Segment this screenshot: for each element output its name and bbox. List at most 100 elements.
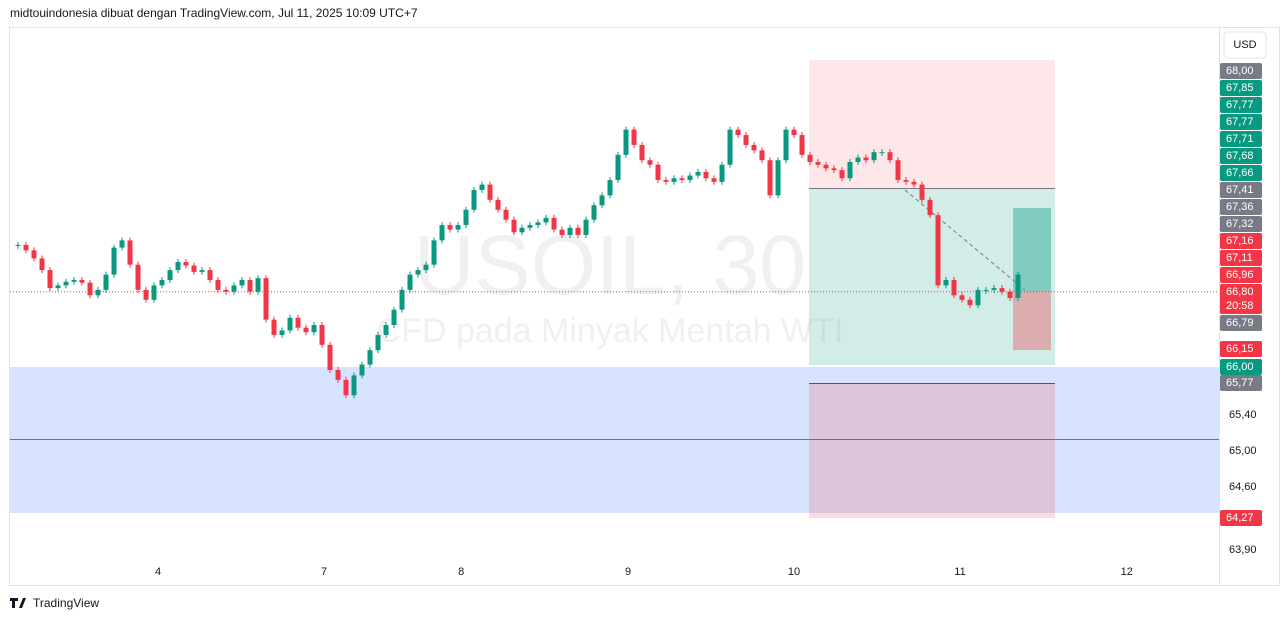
price-badge xyxy=(1220,375,1262,391)
candle xyxy=(215,279,221,290)
candle xyxy=(639,144,645,161)
candle xyxy=(167,270,173,280)
candle xyxy=(327,344,333,371)
candle xyxy=(439,225,445,241)
header-title: midtouindonesia dibuat dengan TradingVie… xyxy=(10,6,418,20)
candle xyxy=(287,317,293,331)
price-badge xyxy=(1220,131,1262,147)
price-badge xyxy=(1220,284,1262,314)
candle xyxy=(839,170,845,179)
candle xyxy=(255,278,261,292)
price-badge-label: 67,77 xyxy=(1226,99,1254,111)
candle xyxy=(631,129,637,145)
candle xyxy=(991,288,997,290)
candle xyxy=(679,178,685,181)
stop-zone xyxy=(809,60,1055,188)
candle xyxy=(807,154,813,163)
candle xyxy=(615,154,621,181)
candle xyxy=(23,244,29,251)
candle xyxy=(223,289,229,292)
candle xyxy=(295,317,301,328)
x-tick-label: 7 xyxy=(321,566,327,578)
price-badge xyxy=(1220,63,1262,79)
price-badge-label: 66,15 xyxy=(1226,343,1254,355)
price-badge xyxy=(1220,97,1262,113)
candle xyxy=(895,160,901,181)
currency-label[interactable]: USD xyxy=(1233,39,1256,51)
candle xyxy=(119,240,125,248)
y-tick-label: 63,90 xyxy=(1229,544,1257,556)
candle xyxy=(927,199,933,216)
candle xyxy=(319,325,325,345)
candle xyxy=(599,195,605,206)
price-badge-label: 67,11 xyxy=(1226,252,1253,264)
price-badge-label: 67,32 xyxy=(1226,218,1254,230)
price-badge-label: 66,00 xyxy=(1226,361,1254,373)
price-badge xyxy=(1220,216,1262,232)
candle xyxy=(503,209,509,220)
candle xyxy=(151,285,157,300)
candle xyxy=(943,279,949,286)
price-badge-label: 66,96 xyxy=(1226,269,1254,281)
candle xyxy=(703,171,709,179)
candle xyxy=(591,205,597,220)
y-tick-label: 65,00 xyxy=(1229,445,1257,457)
price-badge xyxy=(1220,233,1262,249)
candle xyxy=(423,264,429,271)
candle xyxy=(623,129,629,155)
candle xyxy=(783,129,789,161)
price-badge xyxy=(1220,199,1262,215)
candle xyxy=(175,261,181,271)
price-badge-label: 67,77 xyxy=(1226,116,1254,128)
candle xyxy=(743,135,749,145)
candle xyxy=(311,325,317,333)
price-badge xyxy=(1220,315,1262,331)
candle xyxy=(471,189,477,210)
candle xyxy=(511,219,517,233)
x-tick-label: 12 xyxy=(1121,566,1133,578)
drawings xyxy=(10,60,1219,518)
candle xyxy=(919,184,925,200)
candle xyxy=(111,247,117,275)
candle xyxy=(263,278,269,320)
y-tick-label: 65,40 xyxy=(1229,409,1257,421)
candle xyxy=(63,281,69,286)
candle xyxy=(463,209,469,226)
candle xyxy=(791,129,797,136)
candle xyxy=(279,330,285,335)
candle xyxy=(527,225,533,228)
candle xyxy=(487,184,493,200)
price-badge-label: 66,80 xyxy=(1226,286,1254,298)
price-badge xyxy=(1220,341,1262,357)
price-badge-label: 67,68 xyxy=(1226,150,1254,162)
candle xyxy=(551,217,557,230)
candle xyxy=(31,250,37,259)
candle xyxy=(127,240,133,265)
x-tick-label: 11 xyxy=(954,566,965,578)
candle xyxy=(767,160,773,196)
candle xyxy=(391,309,397,326)
x-tick-label: 9 xyxy=(625,566,631,578)
price-badge xyxy=(1220,165,1262,181)
candle xyxy=(559,229,565,235)
price-badge-label: 67,36 xyxy=(1226,201,1254,213)
stop-box xyxy=(1013,292,1051,350)
candle xyxy=(871,152,877,161)
candle xyxy=(863,157,869,161)
candle xyxy=(887,152,893,161)
candle xyxy=(191,265,197,272)
candle xyxy=(879,152,885,154)
candle xyxy=(575,227,581,235)
candle xyxy=(671,178,677,182)
candle xyxy=(383,325,389,335)
currency-button[interactable] xyxy=(1223,31,1267,59)
candle xyxy=(343,379,349,396)
candle xyxy=(855,157,861,163)
candle xyxy=(727,129,733,165)
candle xyxy=(135,264,141,290)
candle xyxy=(303,327,309,333)
price-badge xyxy=(1220,80,1262,96)
stop-zone xyxy=(809,383,1055,518)
candle xyxy=(519,227,525,233)
